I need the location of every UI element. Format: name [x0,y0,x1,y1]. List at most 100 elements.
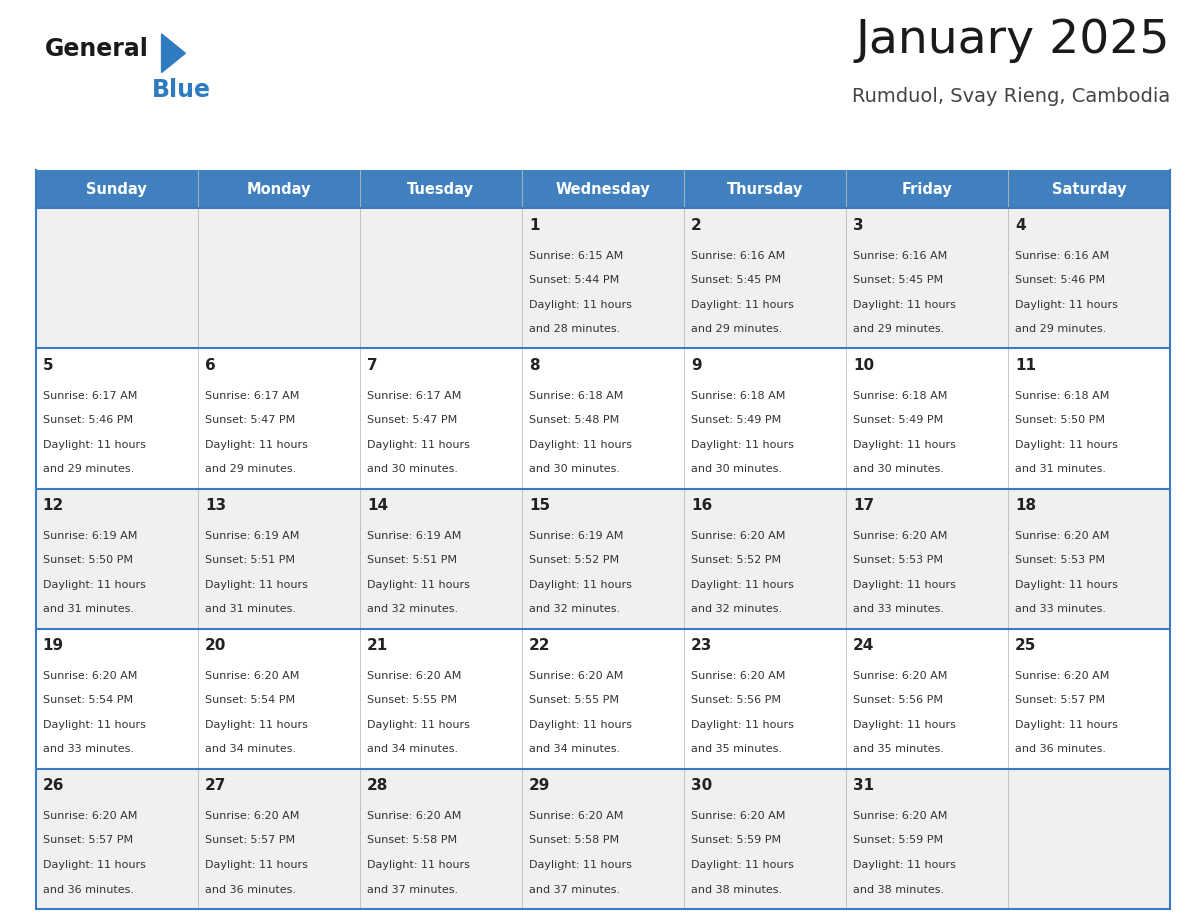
Bar [197,349,360,488]
Text: and 30 minutes.: and 30 minutes. [367,465,457,475]
Text: Sunrise: 6:19 AM: Sunrise: 6:19 AM [529,531,624,541]
Text: 8: 8 [529,358,539,373]
Bar [522,170,684,208]
Text: Sunset: 5:56 PM: Sunset: 5:56 PM [691,696,781,705]
Text: Tuesday: Tuesday [407,182,474,196]
Text: Sunrise: 6:20 AM: Sunrise: 6:20 AM [529,811,624,821]
Text: January 2025: January 2025 [855,18,1170,63]
Text: Sunrise: 6:20 AM: Sunrise: 6:20 AM [1016,671,1110,681]
Text: Sunset: 5:58 PM: Sunset: 5:58 PM [367,835,457,845]
Text: Daylight: 11 hours: Daylight: 11 hours [367,860,469,870]
Bar [360,768,522,909]
Text: Sunrise: 6:19 AM: Sunrise: 6:19 AM [204,531,299,541]
Text: 12: 12 [43,498,64,513]
Text: Daylight: 11 hours: Daylight: 11 hours [204,440,308,450]
Text: 16: 16 [691,498,713,513]
Text: Sunset: 5:54 PM: Sunset: 5:54 PM [43,696,133,705]
Bar [522,208,684,349]
Text: and 35 minutes.: and 35 minutes. [853,744,944,755]
Text: Daylight: 11 hours: Daylight: 11 hours [691,860,794,870]
Text: Daylight: 11 hours: Daylight: 11 hours [853,860,956,870]
Text: and 38 minutes.: and 38 minutes. [853,885,944,894]
Text: 29: 29 [529,778,550,793]
Text: Sunrise: 6:18 AM: Sunrise: 6:18 AM [1016,391,1110,400]
Text: and 37 minutes.: and 37 minutes. [367,885,459,894]
Text: General: General [45,37,148,61]
Bar [360,349,522,488]
Text: and 36 minutes.: and 36 minutes. [1016,744,1106,755]
Text: 20: 20 [204,638,226,653]
Text: Sunrise: 6:20 AM: Sunrise: 6:20 AM [1016,531,1110,541]
Text: Daylight: 11 hours: Daylight: 11 hours [1016,580,1118,590]
Text: Sunset: 5:53 PM: Sunset: 5:53 PM [1016,555,1105,565]
Text: Sunrise: 6:20 AM: Sunrise: 6:20 AM [43,671,137,681]
Text: 4: 4 [1016,218,1026,232]
Bar [684,349,846,488]
Text: and 29 minutes.: and 29 minutes. [853,324,944,334]
Text: and 34 minutes.: and 34 minutes. [529,744,620,755]
Text: Daylight: 11 hours: Daylight: 11 hours [691,440,794,450]
Text: 7: 7 [367,358,378,373]
Text: and 30 minutes.: and 30 minutes. [691,465,782,475]
Text: Sunrise: 6:20 AM: Sunrise: 6:20 AM [691,671,785,681]
Bar [197,170,360,208]
Text: and 31 minutes.: and 31 minutes. [43,604,134,614]
Text: Daylight: 11 hours: Daylight: 11 hours [204,720,308,730]
Text: Sunset: 5:53 PM: Sunset: 5:53 PM [853,555,943,565]
Text: Sunrise: 6:18 AM: Sunrise: 6:18 AM [529,391,624,400]
Bar [1009,488,1170,629]
Polygon shape [162,34,185,73]
Bar [522,629,684,768]
Text: and 29 minutes.: and 29 minutes. [691,324,783,334]
Text: Daylight: 11 hours: Daylight: 11 hours [853,580,956,590]
Text: Daylight: 11 hours: Daylight: 11 hours [691,299,794,309]
Text: Sunset: 5:52 PM: Sunset: 5:52 PM [691,555,782,565]
Text: Daylight: 11 hours: Daylight: 11 hours [367,720,469,730]
Text: Sunrise: 6:19 AM: Sunrise: 6:19 AM [43,531,137,541]
Bar [36,208,197,349]
Text: Sunset: 5:47 PM: Sunset: 5:47 PM [367,415,457,425]
Text: and 31 minutes.: and 31 minutes. [1016,465,1106,475]
Text: Sunset: 5:45 PM: Sunset: 5:45 PM [853,275,943,285]
Text: 9: 9 [691,358,702,373]
Text: Sunset: 5:44 PM: Sunset: 5:44 PM [529,275,619,285]
Text: Monday: Monday [246,182,311,196]
Text: Friday: Friday [902,182,953,196]
Text: Sunset: 5:55 PM: Sunset: 5:55 PM [367,696,457,705]
Text: 5: 5 [43,358,53,373]
Text: Sunrise: 6:18 AM: Sunrise: 6:18 AM [853,391,948,400]
Text: Sunrise: 6:20 AM: Sunrise: 6:20 AM [853,811,948,821]
Text: Sunset: 5:51 PM: Sunset: 5:51 PM [204,555,295,565]
Text: Sunset: 5:46 PM: Sunset: 5:46 PM [1016,275,1105,285]
Text: 26: 26 [43,778,64,793]
Text: Daylight: 11 hours: Daylight: 11 hours [43,580,146,590]
Bar [684,488,846,629]
Bar [1009,170,1170,208]
Text: Sunset: 5:51 PM: Sunset: 5:51 PM [367,555,457,565]
Text: Daylight: 11 hours: Daylight: 11 hours [529,580,632,590]
Text: Sunset: 5:49 PM: Sunset: 5:49 PM [691,415,782,425]
Text: Sunrise: 6:20 AM: Sunrise: 6:20 AM [204,671,299,681]
Text: 14: 14 [367,498,388,513]
Text: Sunset: 5:46 PM: Sunset: 5:46 PM [43,415,133,425]
Text: Daylight: 11 hours: Daylight: 11 hours [43,440,146,450]
Text: Sunrise: 6:16 AM: Sunrise: 6:16 AM [1016,251,1110,261]
Bar [197,629,360,768]
Text: Sunrise: 6:20 AM: Sunrise: 6:20 AM [853,531,948,541]
Bar [846,629,1009,768]
Text: Sunrise: 6:17 AM: Sunrise: 6:17 AM [367,391,461,400]
Text: Sunrise: 6:17 AM: Sunrise: 6:17 AM [204,391,299,400]
Text: and 30 minutes.: and 30 minutes. [853,465,944,475]
Bar [846,349,1009,488]
Text: Daylight: 11 hours: Daylight: 11 hours [204,860,308,870]
Text: 23: 23 [691,638,713,653]
Text: 28: 28 [367,778,388,793]
Text: Sunset: 5:47 PM: Sunset: 5:47 PM [204,415,295,425]
Text: Sunset: 5:52 PM: Sunset: 5:52 PM [529,555,619,565]
Text: Sunset: 5:57 PM: Sunset: 5:57 PM [204,835,295,845]
Text: 15: 15 [529,498,550,513]
Text: 11: 11 [1016,358,1036,373]
Text: and 32 minutes.: and 32 minutes. [367,604,459,614]
Text: Wednesday: Wednesday [556,182,650,196]
Text: Daylight: 11 hours: Daylight: 11 hours [529,860,632,870]
